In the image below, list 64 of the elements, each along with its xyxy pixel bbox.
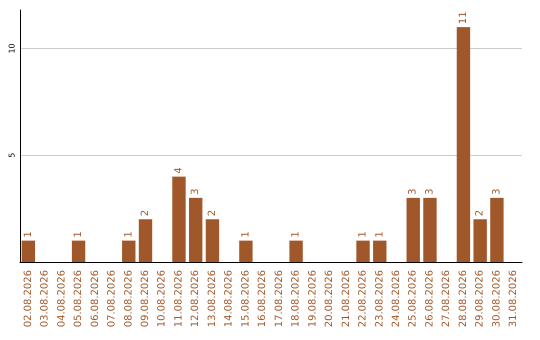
bar xyxy=(206,219,220,262)
bar xyxy=(22,240,36,262)
bar xyxy=(473,219,487,262)
data-label: 4 xyxy=(173,167,184,174)
data-label: 1 xyxy=(73,231,84,238)
x-tick-label: 12.08.2026 xyxy=(190,270,202,328)
bar xyxy=(406,198,420,262)
data-label: 2 xyxy=(474,210,486,216)
data-label: 2 xyxy=(206,210,218,216)
y-tick-label: 10 xyxy=(8,43,16,54)
x-tick-label: 29.08.2026 xyxy=(474,270,486,328)
x-tick-label: 21.08.2026 xyxy=(340,270,352,328)
x-tick-label: 10.08.2026 xyxy=(156,270,168,328)
bar xyxy=(239,240,253,262)
x-tick-label: 06.08.2026 xyxy=(90,270,101,328)
bar xyxy=(456,27,470,262)
x-tick-label: 08.08.2026 xyxy=(123,270,134,328)
x-tick-label: 04.08.2026 xyxy=(56,270,68,328)
x-tick-label: 20.08.2026 xyxy=(324,270,336,328)
x-tick-label: 23.08.2026 xyxy=(374,270,386,328)
bar xyxy=(172,176,186,262)
data-label: 1 xyxy=(240,231,252,238)
bar xyxy=(189,198,202,262)
bar xyxy=(289,240,303,262)
bar xyxy=(356,240,370,262)
x-tick-label: 25.08.2026 xyxy=(408,270,419,328)
x-tick-label: 07.08.2026 xyxy=(106,270,118,328)
data-label: 2 xyxy=(140,210,151,216)
data-label: 11 xyxy=(458,11,469,24)
data-label: 1 xyxy=(290,231,302,238)
data-label: 1 xyxy=(123,231,134,238)
x-tick-label: 05.08.2026 xyxy=(73,270,84,328)
bar xyxy=(72,240,86,262)
x-tick-label: 03.08.2026 xyxy=(40,270,51,328)
x-tick-label: 19.08.2026 xyxy=(307,270,318,328)
bar xyxy=(423,198,437,262)
bar xyxy=(373,240,386,262)
bar xyxy=(490,198,504,262)
x-tick-label: 17.08.2026 xyxy=(274,270,285,328)
x-tick-label: 22.08.2026 xyxy=(358,270,369,328)
data-label: 3 xyxy=(424,188,436,195)
data-label: 1 xyxy=(22,231,34,238)
x-tick-label: 27.08.2026 xyxy=(441,270,452,328)
bar xyxy=(122,240,136,262)
x-tick-label: 11.08.2026 xyxy=(173,270,184,328)
x-tick-label: 18.08.2026 xyxy=(290,270,302,328)
x-tick-label: 14.08.2026 xyxy=(224,270,235,328)
x-tick-label: 15.08.2026 xyxy=(240,270,252,328)
x-tick-label: 09.08.2026 xyxy=(140,270,151,328)
x-tick-label: 30.08.2026 xyxy=(491,270,502,328)
data-label: 3 xyxy=(408,188,419,195)
data-label: 3 xyxy=(491,188,502,195)
x-tick-label: 31.08.2026 xyxy=(508,270,520,328)
x-tick-label: 16.08.2026 xyxy=(257,270,268,328)
data-label: 1 xyxy=(374,231,386,238)
data-label: 1 xyxy=(358,231,369,238)
x-tick-label: 28.08.2026 xyxy=(458,270,469,328)
x-tick-label: 02.08.2026 xyxy=(22,270,34,328)
x-tick-label: 26.08.2026 xyxy=(424,270,436,328)
x-tick-label: 24.08.2026 xyxy=(391,270,402,328)
data-label: 3 xyxy=(190,188,202,195)
y-tick-label: 5 xyxy=(8,152,16,158)
x-tick-label: 13.08.2026 xyxy=(206,270,218,328)
bar xyxy=(138,219,152,262)
